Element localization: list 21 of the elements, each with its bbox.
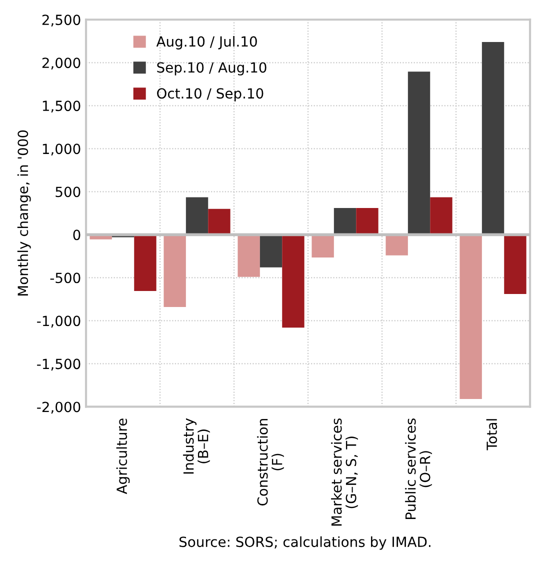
x-tick-label: Industry (B–E) bbox=[183, 418, 210, 474]
x-tick-label: Total bbox=[486, 419, 498, 450]
y-tick-label: -500 bbox=[50, 272, 80, 284]
y-tick-label: 1,000 bbox=[42, 144, 80, 156]
x-tick-label: Market services (G–N, S, T) bbox=[331, 418, 358, 526]
source-note: Source: SORS; calculations by IMAD. bbox=[180, 536, 430, 550]
y-tick-label: -1,000 bbox=[37, 316, 80, 328]
legend-label: Oct.10 / Sep.10 bbox=[157, 88, 264, 102]
y-tick-label: 500 bbox=[56, 186, 80, 198]
x-tick-label: Agriculture bbox=[116, 418, 130, 494]
x-tick-label: Construction (F) bbox=[257, 419, 284, 506]
y-tick-label: 0 bbox=[73, 230, 80, 240]
y-tick-label: 1,500 bbox=[42, 100, 80, 113]
x-tick-label: Public services (O–R) bbox=[405, 418, 432, 519]
legend-label: Aug.10 / Jul.10 bbox=[156, 36, 257, 50]
legend-label: Sep.10 / Aug.10 bbox=[157, 62, 266, 76]
y-tick-label: -1,500 bbox=[37, 358, 80, 371]
y-tick-label: 2,500 bbox=[42, 14, 80, 27]
y-tick-label: -2,000 bbox=[37, 402, 80, 414]
y-tick-label: 2,000 bbox=[42, 58, 80, 70]
y-axis-title: Monthly change, in '000 bbox=[17, 130, 31, 296]
